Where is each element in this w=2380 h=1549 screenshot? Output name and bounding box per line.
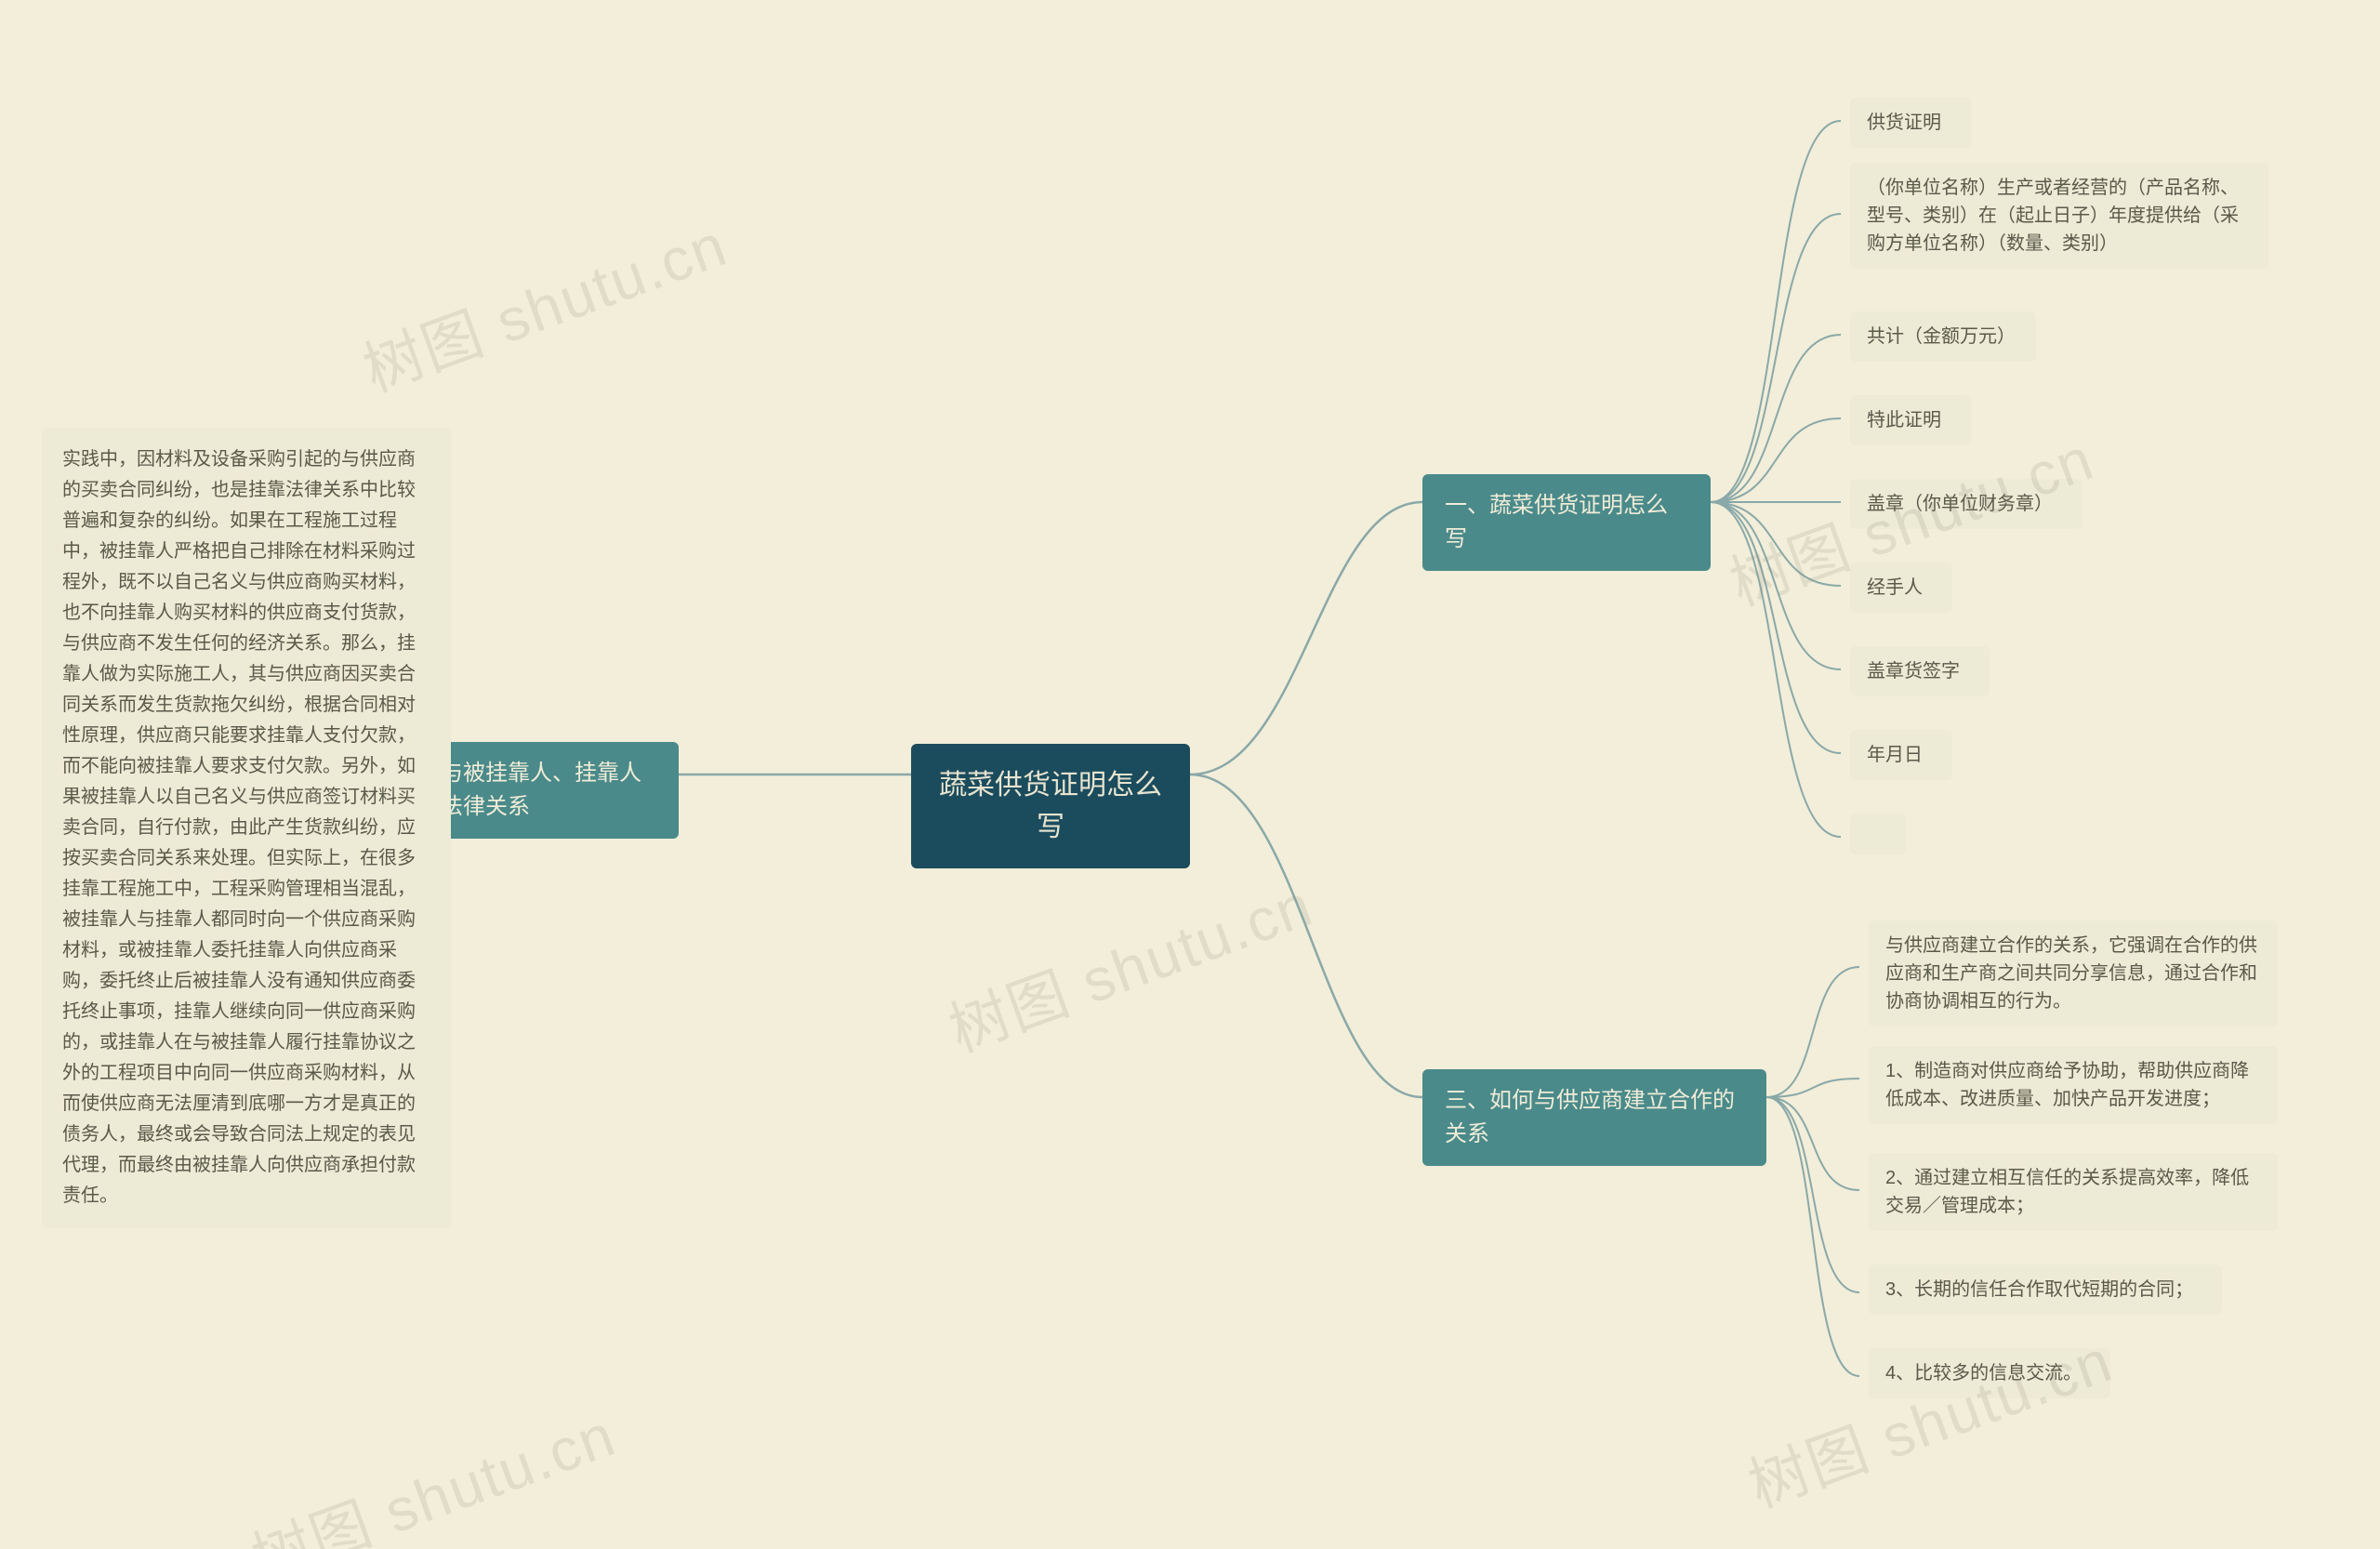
branch-1-label: 一、蔬菜供货证明怎么写: [1445, 493, 1668, 551]
watermark-0: 树图 shutu.cn: [350, 198, 737, 409]
b1-leaf-1-text: （你单位名称）生产或者经营的（产品名称、型号、类别）在（起止日子）年度提供给（采…: [1867, 178, 2239, 254]
b3-leaf-2-text: 2、通过建立相互信任的关系提高效率，降低交易／管理成本；: [1885, 1168, 2249, 1216]
branch-3[interactable]: 三、如何与供应商建立合作的关系: [1422, 1069, 1766, 1166]
b1-leaf-3-text: 特此证明: [1867, 410, 1941, 430]
b1-leaf-3[interactable]: 特此证明: [1850, 395, 1971, 445]
b3-leaf-4[interactable]: 4、比较多的信息交流。: [1869, 1348, 2110, 1398]
b2-big-leaf[interactable]: 实践中，因材料及设备采购引起的与供应商的买卖合同纠纷，也是挂靠法律关系中比较普遍…: [42, 428, 451, 1228]
b1-leaf-7-text: 年月日: [1867, 745, 1923, 765]
root-label: 蔬菜供货证明怎么写: [939, 770, 1162, 842]
b1-leaf-2[interactable]: 共计（金额万元）: [1850, 311, 2036, 362]
b3-leaf-1-text: 1、制造商对供应商给予协助，帮助供应商降低成本、改进质量、加快产品开发进度；: [1885, 1061, 2249, 1109]
b1-leaf-8[interactable]: [1850, 814, 1906, 854]
branch-1[interactable]: 一、蔬菜供货证明怎么写: [1422, 474, 1711, 571]
branch-3-label: 三、如何与供应商建立合作的关系: [1445, 1088, 1735, 1146]
b1-leaf-6[interactable]: 盖章货签字: [1850, 646, 1990, 696]
b3-leaf-0[interactable]: 与供应商建立合作的关系，它强调在合作的供应商和生产商之间共同分享信息，通过合作和…: [1869, 920, 2278, 1026]
watermark-4: 树图 shutu.cn: [1736, 1314, 2122, 1525]
b1-leaf-5-text: 经手人: [1867, 577, 1923, 598]
b1-leaf-4-text: 盖章（你单位财务章）: [1867, 494, 2053, 514]
root-node[interactable]: 蔬菜供货证明怎么写: [911, 744, 1190, 868]
b2-big-leaf-text: 实践中，因材料及设备采购引起的与供应商的买卖合同纠纷，也是挂靠法律关系中比较普遍…: [62, 449, 416, 1206]
watermark-2: 树图 shutu.cn: [936, 858, 1323, 1069]
b3-leaf-3[interactable]: 3、长期的信任合作取代短期的合同；: [1869, 1264, 2222, 1315]
b1-leaf-2-text: 共计（金额万元）: [1867, 326, 2016, 347]
b1-leaf-1[interactable]: （你单位名称）生产或者经营的（产品名称、型号、类别）在（起止日子）年度提供给（采…: [1850, 163, 2268, 269]
b3-leaf-1[interactable]: 1、制造商对供应商给予协助，帮助供应商降低成本、改进质量、加快产品开发进度；: [1869, 1046, 2278, 1124]
b1-leaf-0-text: 供货证明: [1867, 113, 1941, 133]
b1-leaf-5[interactable]: 经手人: [1850, 563, 1952, 613]
watermark-3: 树图 shutu.cn: [239, 1388, 626, 1549]
b1-leaf-7[interactable]: 年月日: [1850, 730, 1952, 780]
b3-leaf-3-text: 3、长期的信任合作取代短期的合同；: [1885, 1279, 2193, 1300]
b1-leaf-6-text: 盖章货签字: [1867, 661, 1960, 682]
b3-leaf-2[interactable]: 2、通过建立相互信任的关系提高效率，降低交易／管理成本；: [1869, 1153, 2278, 1231]
b1-leaf-0[interactable]: 供货证明: [1850, 98, 1971, 148]
b1-leaf-4[interactable]: 盖章（你单位财务章）: [1850, 479, 2082, 529]
b3-leaf-4-text: 4、比较多的信息交流。: [1885, 1363, 2082, 1384]
b3-leaf-0-text: 与供应商建立合作的关系，它强调在合作的供应商和生产商之间共同分享信息，通过合作和…: [1885, 935, 2257, 1012]
